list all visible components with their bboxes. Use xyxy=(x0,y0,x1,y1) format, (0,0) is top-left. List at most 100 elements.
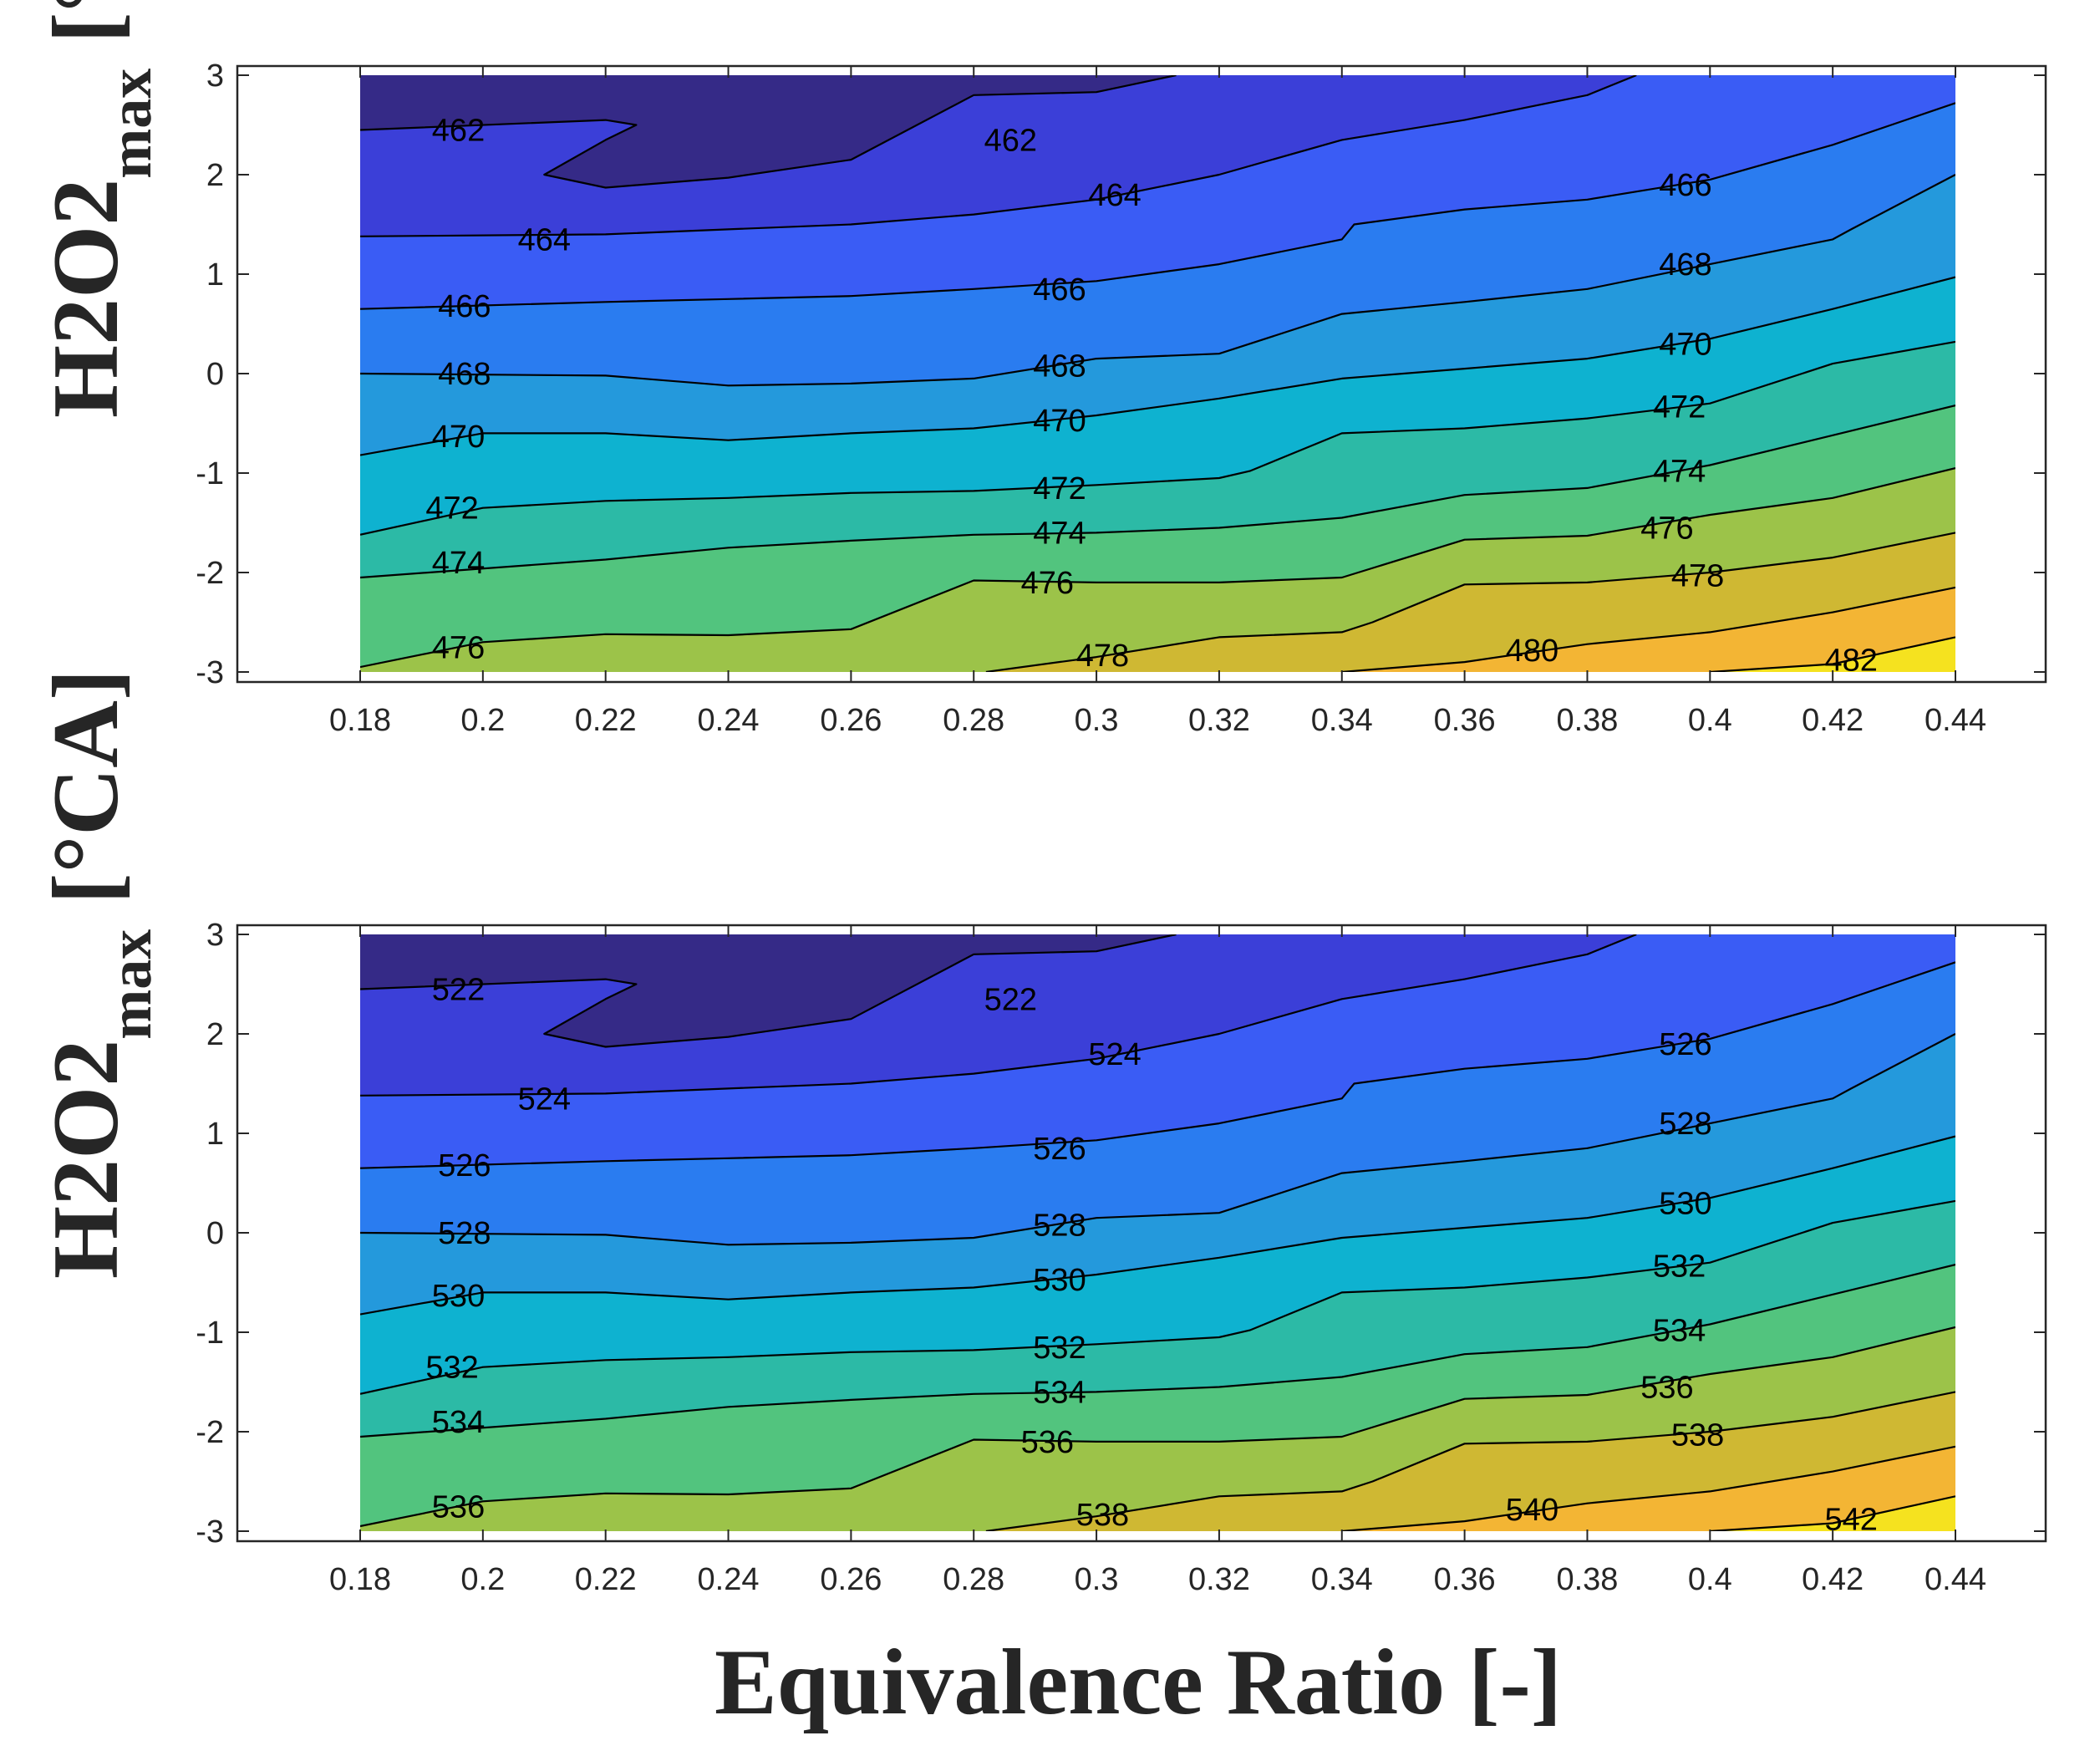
y-tick-label: -1 xyxy=(196,1316,224,1351)
y-tick-label: 1 xyxy=(206,1117,224,1152)
contour-label: 470 xyxy=(1659,327,1711,362)
x-tick-label: 0.26 xyxy=(820,703,882,738)
x-tick-label: 0.4 xyxy=(1688,703,1732,738)
x-tick-label: 0.2 xyxy=(460,703,505,738)
y-tick-label: 0 xyxy=(206,357,224,392)
contour-label: 466 xyxy=(1659,168,1711,203)
contour-line-530 xyxy=(360,1135,1955,1316)
contour-label: 470 xyxy=(432,420,485,455)
contour-label: 528 xyxy=(438,1216,491,1251)
contour-label: 468 xyxy=(1033,349,1086,384)
contour-label: 532 xyxy=(1033,1331,1086,1366)
x-tick-label: 0.42 xyxy=(1802,703,1864,738)
contour-band-482 xyxy=(1710,637,1955,672)
contour-label: 524 xyxy=(1088,1037,1141,1072)
y-tick-label: 2 xyxy=(206,1017,224,1052)
contour-label: 534 xyxy=(432,1405,485,1440)
contour-label: 522 xyxy=(984,982,1037,1017)
contour-line-474 xyxy=(360,405,1955,579)
contour-label: 536 xyxy=(432,1489,485,1524)
top-contour-panel: 462 462 464 464 466 466 466 468 468 468 470 470 470 4… xyxy=(196,59,2047,738)
x-tick-label: 0.18 xyxy=(329,703,391,738)
y-tick-label: -2 xyxy=(196,556,224,591)
x-tick-label: 0.36 xyxy=(1434,703,1496,738)
contour-label: 528 xyxy=(1033,1209,1086,1244)
bottom-contour-panel: 522 522 524 524 526 526 526 528 528 528 530 530 530 5… xyxy=(196,918,2047,1597)
contour-line-480 xyxy=(1341,586,1955,672)
contour-line-482 xyxy=(1710,636,1955,672)
contour-label: 470 xyxy=(1033,404,1086,439)
x-tick-label: 0.22 xyxy=(575,703,637,738)
y-tick-label: -1 xyxy=(196,456,224,491)
x-axis-title: Equivalence Ratio [-] xyxy=(714,1631,1562,1734)
contour-label: 476 xyxy=(1640,512,1693,547)
y-tick-label: 1 xyxy=(206,257,224,293)
x-tick-label: 0.24 xyxy=(698,1562,760,1597)
contour-label: 526 xyxy=(1033,1132,1086,1167)
contour-line-526 xyxy=(360,961,1955,1169)
y-tick-label: 3 xyxy=(206,59,224,94)
x-tick-label: 0.2 xyxy=(460,1562,505,1597)
x-tick-label: 0.38 xyxy=(1556,703,1618,738)
contour-line-472 xyxy=(360,340,1955,536)
x-tick-label: 0.32 xyxy=(1188,1562,1250,1597)
contour-label: 478 xyxy=(1076,639,1129,674)
contour-line-478 xyxy=(985,532,1955,672)
contour-label: 472 xyxy=(1653,389,1706,425)
contour-label: 472 xyxy=(425,491,478,527)
contour-label: 528 xyxy=(1659,1107,1711,1142)
bottom-y-axis-title: H2O2max[°CA] xyxy=(34,669,164,1279)
x-tick-label: 0.44 xyxy=(1925,1562,1986,1597)
contour-line-470 xyxy=(360,276,1955,456)
contour-line-540 xyxy=(1341,1445,1955,1531)
contour-label: 466 xyxy=(438,289,491,324)
contour-line-464 xyxy=(360,75,1637,237)
contour-label: 478 xyxy=(1671,559,1724,594)
x-tick-label: 0.3 xyxy=(1075,1562,1119,1597)
contour-line-522 xyxy=(360,934,1177,1048)
contour-label: 536 xyxy=(1640,1371,1693,1406)
x-tick-label: 0.18 xyxy=(329,1562,391,1597)
contour-label: 530 xyxy=(1659,1186,1711,1221)
contour-label: 468 xyxy=(1659,247,1711,282)
x-tick-label: 0.42 xyxy=(1802,1562,1864,1597)
contour-label: 522 xyxy=(432,973,485,1008)
contour-label: 466 xyxy=(1033,272,1086,308)
contour-line-528 xyxy=(360,1033,1955,1246)
contour-label: 532 xyxy=(425,1351,478,1386)
y-tick-label: 3 xyxy=(206,918,224,953)
contour-line-466 xyxy=(360,102,1955,310)
contour-band-480 xyxy=(1341,587,1955,672)
contour-label: 526 xyxy=(438,1148,491,1183)
contour-fill-group xyxy=(360,934,1955,1531)
contour-label: 472 xyxy=(1033,471,1086,506)
x-tick-label: 0.4 xyxy=(1688,1562,1732,1597)
contour-line-536 xyxy=(360,1326,1955,1528)
x-tick-label: 0.32 xyxy=(1188,703,1250,738)
contour-label: 526 xyxy=(1659,1027,1711,1062)
contour-label: 462 xyxy=(984,123,1037,158)
contour-label: 480 xyxy=(1506,634,1558,669)
contour-label: 476 xyxy=(432,630,485,665)
contour-label: 538 xyxy=(1671,1418,1724,1453)
x-tick-label: 0.22 xyxy=(575,1562,637,1597)
contour-line-468 xyxy=(360,174,1955,387)
y-tick-label: 2 xyxy=(206,158,224,193)
x-tick-label: 0.3 xyxy=(1075,703,1119,738)
contour-line-542 xyxy=(1710,1495,1955,1531)
contour-line-524 xyxy=(360,934,1637,1097)
y-tick-label: -3 xyxy=(196,655,224,690)
contour-band-540 xyxy=(1341,1446,1955,1531)
contour-label: 464 xyxy=(1088,178,1141,213)
x-tick-label: 0.34 xyxy=(1311,1562,1373,1597)
contour-label: 474 xyxy=(432,546,485,581)
contour-label: 530 xyxy=(432,1279,485,1314)
contour-fill-group xyxy=(360,75,1955,672)
contour-label: 534 xyxy=(1033,1375,1086,1410)
contour-line-462 xyxy=(360,75,1177,189)
contour-label: 540 xyxy=(1506,1493,1558,1528)
contour-line-532 xyxy=(360,1199,1955,1395)
contour-line-538 xyxy=(985,1391,1955,1531)
x-tick-label: 0.28 xyxy=(943,1562,1004,1597)
